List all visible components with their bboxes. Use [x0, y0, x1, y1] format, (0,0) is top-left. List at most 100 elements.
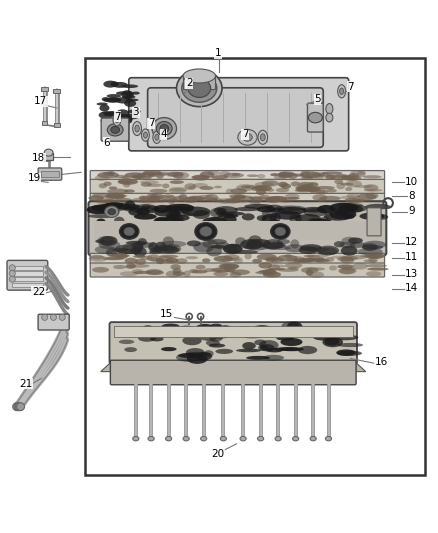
Ellipse shape	[342, 237, 358, 245]
Ellipse shape	[110, 82, 119, 87]
Ellipse shape	[285, 193, 300, 199]
Ellipse shape	[157, 330, 168, 338]
Ellipse shape	[338, 85, 346, 98]
Ellipse shape	[227, 248, 240, 253]
Ellipse shape	[133, 247, 147, 257]
Ellipse shape	[204, 268, 215, 272]
Ellipse shape	[255, 182, 273, 187]
Ellipse shape	[99, 240, 120, 249]
Ellipse shape	[358, 248, 383, 255]
Ellipse shape	[130, 248, 141, 254]
Ellipse shape	[133, 243, 143, 253]
Ellipse shape	[304, 255, 316, 257]
Ellipse shape	[336, 203, 363, 207]
Ellipse shape	[258, 262, 272, 269]
Ellipse shape	[116, 91, 132, 95]
Ellipse shape	[225, 267, 235, 272]
Ellipse shape	[164, 172, 179, 177]
Ellipse shape	[188, 79, 211, 98]
Ellipse shape	[123, 182, 131, 188]
Ellipse shape	[143, 170, 162, 175]
Ellipse shape	[263, 269, 276, 276]
Ellipse shape	[286, 197, 300, 200]
Ellipse shape	[341, 183, 354, 185]
Ellipse shape	[102, 97, 109, 101]
Ellipse shape	[360, 255, 379, 257]
Ellipse shape	[302, 207, 325, 213]
Ellipse shape	[124, 227, 134, 236]
Ellipse shape	[340, 88, 343, 94]
Ellipse shape	[299, 258, 316, 263]
Ellipse shape	[128, 208, 143, 216]
Ellipse shape	[59, 314, 65, 320]
Ellipse shape	[349, 255, 367, 260]
Ellipse shape	[274, 211, 301, 220]
FancyBboxPatch shape	[90, 193, 385, 204]
Text: 4: 4	[160, 129, 167, 139]
Ellipse shape	[146, 254, 160, 261]
Ellipse shape	[270, 212, 281, 223]
Ellipse shape	[230, 199, 250, 202]
Ellipse shape	[218, 198, 233, 204]
Ellipse shape	[364, 259, 377, 262]
FancyBboxPatch shape	[90, 253, 385, 264]
Bar	[41, 87, 48, 91]
Ellipse shape	[259, 270, 276, 273]
Ellipse shape	[261, 180, 279, 187]
Ellipse shape	[182, 74, 217, 102]
Bar	[12, 282, 43, 287]
Ellipse shape	[202, 217, 227, 226]
Ellipse shape	[114, 217, 124, 225]
Ellipse shape	[95, 175, 109, 181]
Text: 20: 20	[212, 449, 225, 459]
Ellipse shape	[159, 256, 172, 261]
Ellipse shape	[213, 326, 223, 330]
Text: 21: 21	[19, 379, 32, 389]
Ellipse shape	[149, 189, 168, 193]
Ellipse shape	[265, 257, 284, 263]
Ellipse shape	[263, 355, 284, 361]
Ellipse shape	[187, 354, 208, 364]
Ellipse shape	[280, 199, 291, 203]
Ellipse shape	[15, 403, 23, 410]
Ellipse shape	[131, 198, 152, 203]
Ellipse shape	[326, 174, 336, 180]
Ellipse shape	[278, 182, 288, 187]
Ellipse shape	[136, 174, 156, 177]
Ellipse shape	[337, 264, 354, 269]
Ellipse shape	[330, 210, 357, 220]
Ellipse shape	[202, 259, 210, 263]
FancyBboxPatch shape	[90, 263, 385, 277]
Ellipse shape	[106, 193, 125, 199]
Ellipse shape	[209, 334, 223, 342]
Ellipse shape	[235, 237, 246, 246]
Text: 22: 22	[32, 287, 45, 297]
Ellipse shape	[208, 344, 225, 348]
Ellipse shape	[365, 264, 387, 268]
Ellipse shape	[120, 224, 139, 239]
Ellipse shape	[158, 260, 175, 263]
Ellipse shape	[317, 198, 326, 202]
Ellipse shape	[276, 207, 307, 215]
Ellipse shape	[123, 244, 134, 251]
Ellipse shape	[100, 199, 120, 203]
Ellipse shape	[161, 241, 187, 247]
Ellipse shape	[207, 171, 220, 175]
Ellipse shape	[214, 185, 222, 188]
Ellipse shape	[290, 239, 299, 248]
Ellipse shape	[275, 206, 305, 211]
Ellipse shape	[339, 241, 355, 248]
Ellipse shape	[199, 197, 218, 201]
Ellipse shape	[215, 242, 230, 249]
Ellipse shape	[335, 208, 356, 216]
Ellipse shape	[150, 247, 168, 252]
Text: 5: 5	[314, 94, 321, 104]
Ellipse shape	[106, 248, 117, 256]
Ellipse shape	[232, 244, 241, 248]
Ellipse shape	[159, 255, 178, 258]
Ellipse shape	[346, 180, 362, 187]
Ellipse shape	[214, 206, 238, 215]
Ellipse shape	[211, 198, 222, 203]
Ellipse shape	[325, 257, 334, 262]
Ellipse shape	[256, 189, 266, 195]
